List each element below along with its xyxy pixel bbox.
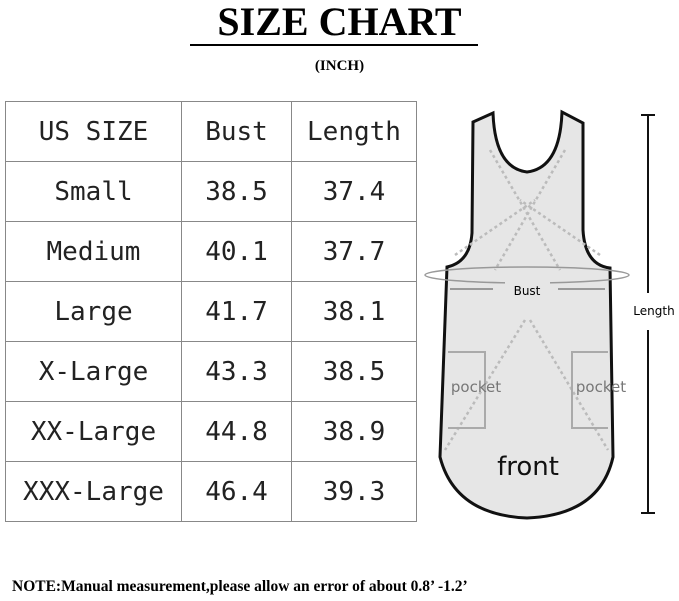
table-header-row: US SIZE Bust Length bbox=[5, 101, 417, 162]
bust-cell: 41.7 bbox=[181, 281, 292, 342]
pocket-left-label: pocket bbox=[451, 378, 501, 396]
length-cell: 37.7 bbox=[291, 221, 417, 282]
size-cell: XX-Large bbox=[5, 401, 182, 462]
pocket-right-label: pocket bbox=[576, 378, 626, 396]
size-cell: Large bbox=[5, 281, 182, 342]
bust-cell: 40.1 bbox=[181, 221, 292, 282]
size-cell: XXX-Large bbox=[5, 461, 182, 522]
header-cell: Bust bbox=[181, 101, 292, 162]
pocket-outlines bbox=[448, 351, 608, 429]
title-underline bbox=[190, 44, 478, 46]
header-cell: Length bbox=[291, 101, 417, 162]
table-row: Medium 40.1 37.7 bbox=[5, 221, 417, 282]
table-row: XXX-Large 46.4 39.3 bbox=[5, 461, 417, 522]
length-measure-bar bbox=[641, 114, 655, 514]
length-cell: 37.4 bbox=[291, 161, 417, 222]
measurement-note: NOTE:Manual measurement,please allow an … bbox=[12, 578, 468, 595]
header-cell: US SIZE bbox=[5, 101, 182, 162]
length-cell: 38.9 bbox=[291, 401, 417, 462]
page-title: SIZE CHART bbox=[217, 0, 462, 44]
size-cell: Small bbox=[5, 161, 182, 222]
bust-measure bbox=[424, 266, 630, 296]
bust-label: Bust bbox=[514, 284, 541, 298]
length-cell: 38.1 bbox=[291, 281, 417, 342]
bust-cell: 43.3 bbox=[181, 341, 292, 402]
size-table: US SIZE Bust Length Small 38.5 37.4 Medium… bbox=[5, 101, 417, 522]
bust-cell: 46.4 bbox=[181, 461, 292, 522]
size-cell: X-Large bbox=[5, 341, 182, 402]
table-row: Large 41.7 38.1 bbox=[5, 281, 417, 342]
apron-outline bbox=[438, 109, 615, 520]
front-label: front bbox=[497, 452, 559, 482]
table-row: Small 38.5 37.4 bbox=[5, 161, 417, 222]
length-cell: 39.3 bbox=[291, 461, 417, 522]
bust-cell: 38.5 bbox=[181, 161, 292, 222]
size-cell: Medium bbox=[5, 221, 182, 282]
table-row: X-Large 43.3 38.5 bbox=[5, 341, 417, 402]
apron-straps bbox=[443, 149, 610, 451]
unit-label: (INCH) bbox=[314, 58, 365, 74]
length-label: Length bbox=[633, 304, 674, 318]
